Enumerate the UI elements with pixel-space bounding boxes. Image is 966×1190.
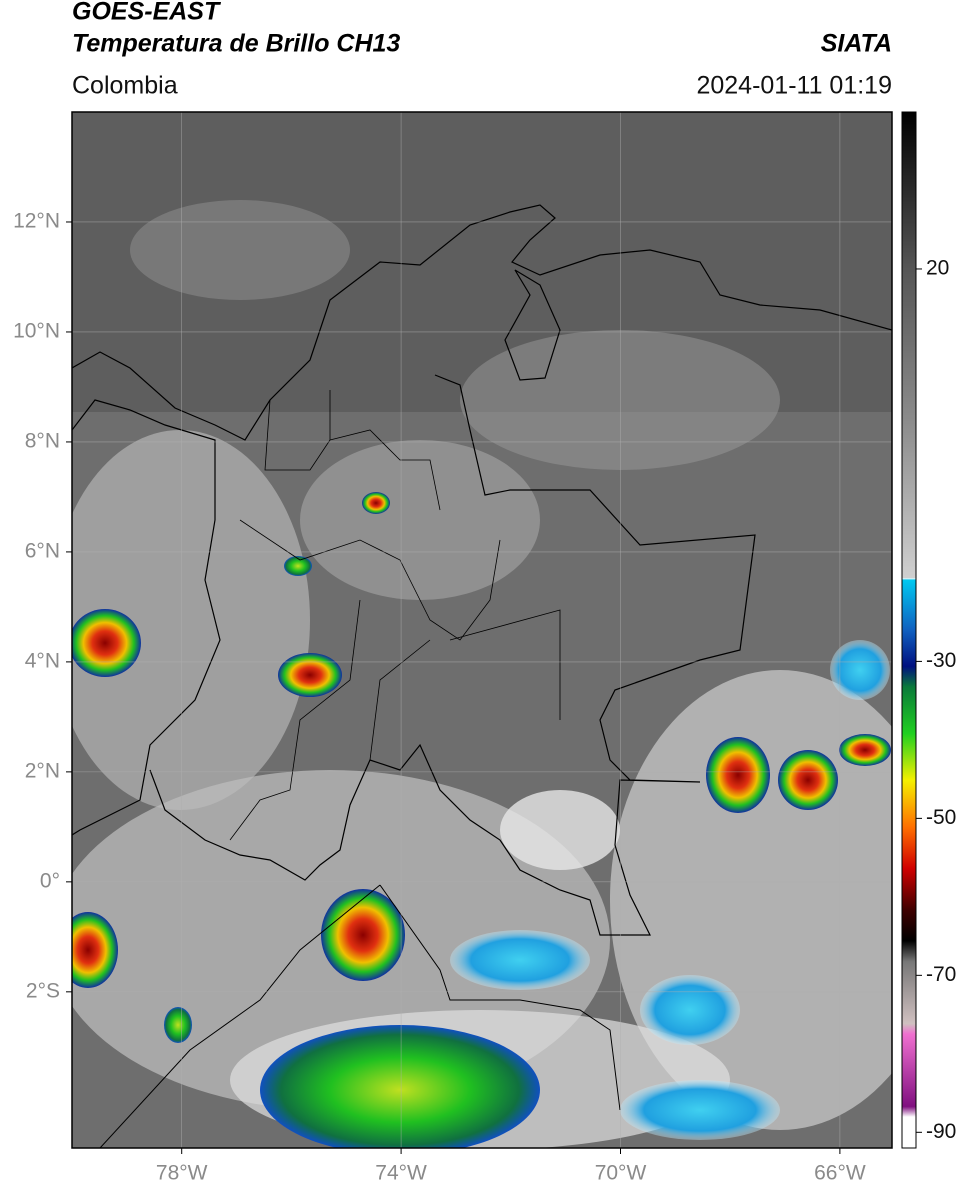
colorbar-ticks: 20 -30 -50 -70 -90 xyxy=(916,257,956,1143)
datetime: 2024-01-11 01:19 xyxy=(696,72,892,100)
coastline xyxy=(72,399,221,836)
convection xyxy=(72,609,141,677)
y-tick-label: 6°N xyxy=(25,539,60,562)
cold-cloud xyxy=(620,1080,780,1140)
convection xyxy=(839,734,891,766)
convection xyxy=(72,912,118,988)
cloud xyxy=(460,330,780,470)
border xyxy=(99,884,621,1148)
x-tick-label: 78°W xyxy=(156,1162,208,1185)
colorbar-tick-label: -50 xyxy=(926,806,956,829)
colorbar-tick-label: -70 xyxy=(926,963,956,986)
y-tick-label: 0° xyxy=(40,869,60,892)
cloud xyxy=(300,440,540,600)
x-tick-label: 74°W xyxy=(375,1162,427,1185)
cloud xyxy=(500,790,620,870)
y-tick-label: 8°N xyxy=(25,429,60,452)
y-tick-label: 2°S xyxy=(26,979,60,1002)
y-tick-label: 12°N xyxy=(13,210,60,233)
cold-cloud xyxy=(830,640,890,700)
colorbar-tick-label: -90 xyxy=(926,1120,956,1143)
colorbar-tick-label: 20 xyxy=(926,257,949,280)
convection xyxy=(284,556,312,576)
y-tick-label: 2°N xyxy=(25,759,60,782)
x-tick-label: 70°W xyxy=(595,1162,647,1185)
convection xyxy=(164,1007,192,1043)
subtitle: Temperatura de Brillo CH13 xyxy=(72,30,400,58)
title: GOES-EAST xyxy=(72,0,222,26)
convection xyxy=(260,1025,540,1148)
y-tick-label: 4°N xyxy=(25,649,60,672)
header: GOES-EAST Temperatura de Brillo CH13 SIA… xyxy=(72,0,892,100)
colorbar xyxy=(901,111,917,1149)
lake-maracaibo xyxy=(504,269,561,381)
region: Colombia xyxy=(72,72,178,100)
convection xyxy=(362,492,390,514)
map-frame xyxy=(71,111,893,1149)
colorbar-tick-label: -30 xyxy=(926,649,956,672)
graticule xyxy=(66,112,892,1154)
departments xyxy=(229,390,561,841)
cloud xyxy=(130,200,350,300)
source: SIATA xyxy=(821,30,892,58)
x-tick-label: 66°W xyxy=(814,1162,866,1185)
satellite-image xyxy=(72,112,892,1148)
convection xyxy=(778,750,838,810)
colombia-border xyxy=(149,374,756,936)
convection xyxy=(321,889,405,981)
cold-cloud xyxy=(450,930,590,990)
y-tick-label: 10°N xyxy=(13,320,60,343)
cold-cloud xyxy=(640,975,740,1045)
cloud xyxy=(72,430,310,810)
coastline xyxy=(72,204,892,441)
convection xyxy=(278,653,342,697)
convection xyxy=(706,737,770,813)
